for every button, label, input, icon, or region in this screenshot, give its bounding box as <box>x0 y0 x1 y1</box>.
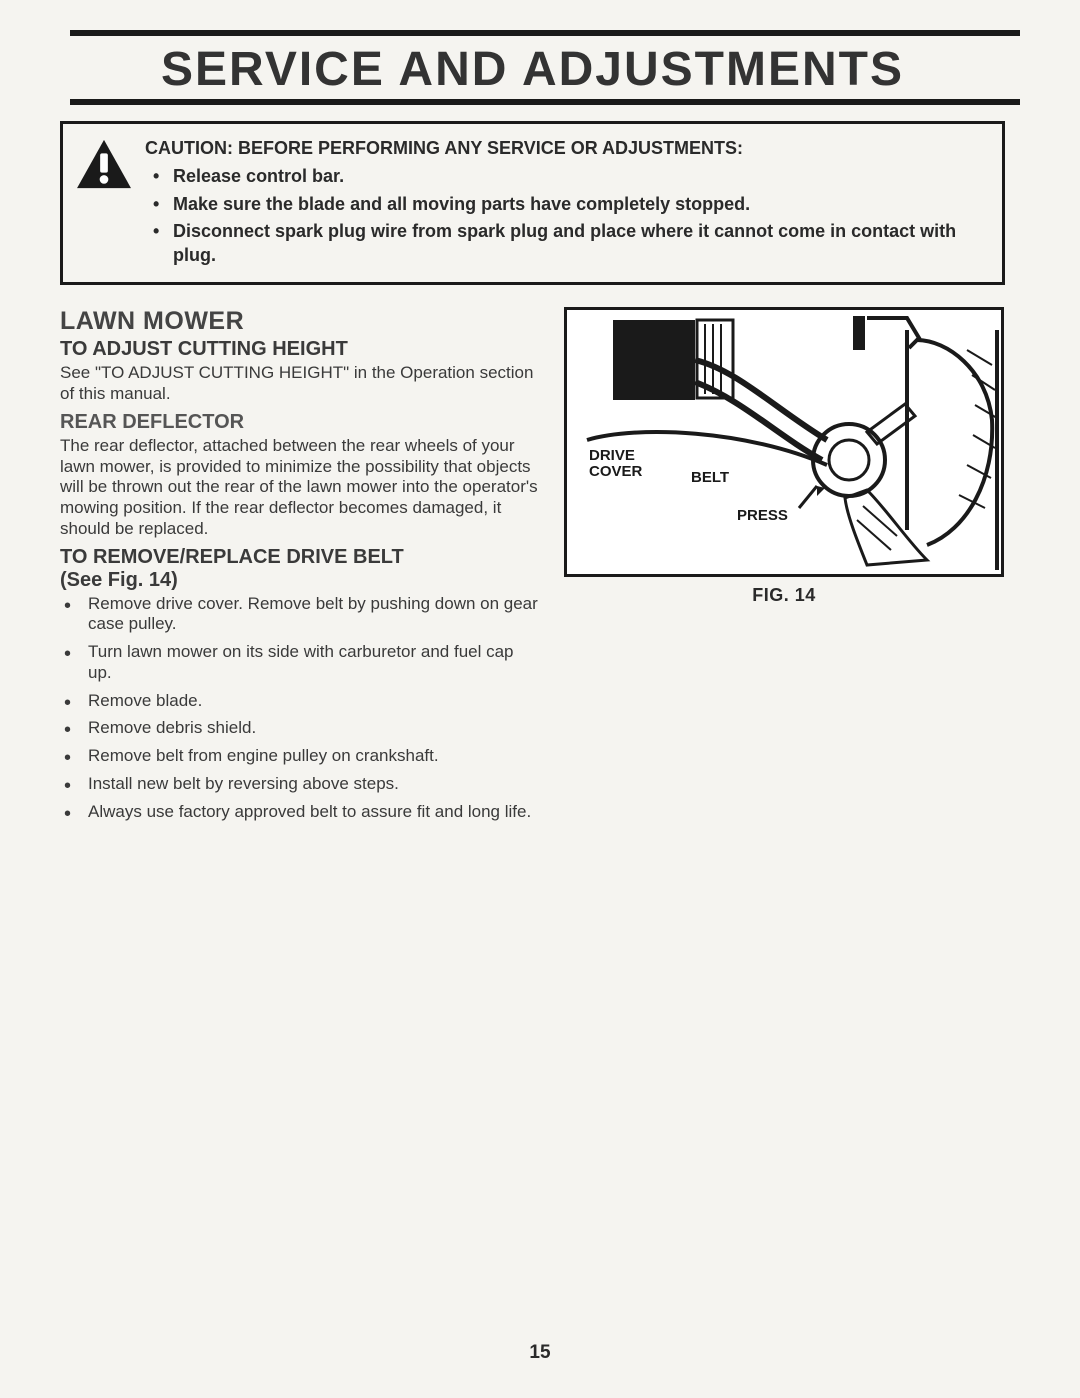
warning-triangle-icon <box>75 138 133 190</box>
step-list: Remove drive cover. Remove belt by pushi… <box>60 594 540 823</box>
step-item: Turn lawn mower on its side with carbure… <box>60 642 540 683</box>
caution-item: Release control bar. <box>145 164 990 188</box>
subsection-heading: REAR DEFLECTOR <box>60 411 540 434</box>
subsection-subtitle: (See Fig. 14) <box>60 569 540 592</box>
caution-heading: CAUTION: BEFORE PERFORMING ANY SERVICE O… <box>145 136 990 160</box>
caution-content: CAUTION: BEFORE PERFORMING ANY SERVICE O… <box>145 136 990 270</box>
left-column: LAWN MOWER TO ADJUST CUTTING HEIGHT See … <box>60 307 540 829</box>
figure-label-belt: BELT <box>691 470 729 486</box>
subsection-heading: TO REMOVE/REPLACE DRIVE BELT <box>60 546 540 569</box>
body-text: See "TO ADJUST CUTTING HEIGHT" in the Op… <box>60 363 540 404</box>
right-column: DRIVE COVER BELT PRESS FIG. 14 <box>564 307 1004 606</box>
bottom-rule <box>70 99 1020 105</box>
step-item: Remove belt from engine pulley on cranks… <box>60 746 540 767</box>
step-item: Install new belt by reversing above step… <box>60 774 540 795</box>
body-text: The rear deflector, attached between the… <box>60 436 540 540</box>
figure-label-drive-cover: DRIVE COVER <box>589 448 642 480</box>
caution-box: CAUTION: BEFORE PERFORMING ANY SERVICE O… <box>60 121 1005 285</box>
figure-box: DRIVE COVER BELT PRESS <box>564 307 1004 577</box>
figure-caption: FIG. 14 <box>752 585 816 606</box>
caution-item: Make sure the blade and all moving parts… <box>145 192 990 216</box>
page-number: 15 <box>0 1342 1080 1364</box>
section-heading: LAWN MOWER <box>60 307 540 336</box>
caution-list: Release control bar. Make sure the blade… <box>145 164 990 267</box>
figure-illustration <box>567 310 1004 577</box>
content-columns: LAWN MOWER TO ADJUST CUTTING HEIGHT See … <box>60 307 1005 829</box>
step-item: Remove debris shield. <box>60 718 540 739</box>
page-title: SERVICE AND ADJUSTMENTS <box>60 38 1005 99</box>
figure-label-press: PRESS <box>737 508 788 524</box>
caution-item: Disconnect spark plug wire from spark pl… <box>145 219 990 268</box>
step-item: Remove blade. <box>60 691 540 712</box>
step-item: Remove drive cover. Remove belt by pushi… <box>60 594 540 635</box>
step-item: Always use factory approved belt to assu… <box>60 802 540 823</box>
top-rule <box>70 30 1020 36</box>
subsection-heading: TO ADJUST CUTTING HEIGHT <box>60 338 540 361</box>
